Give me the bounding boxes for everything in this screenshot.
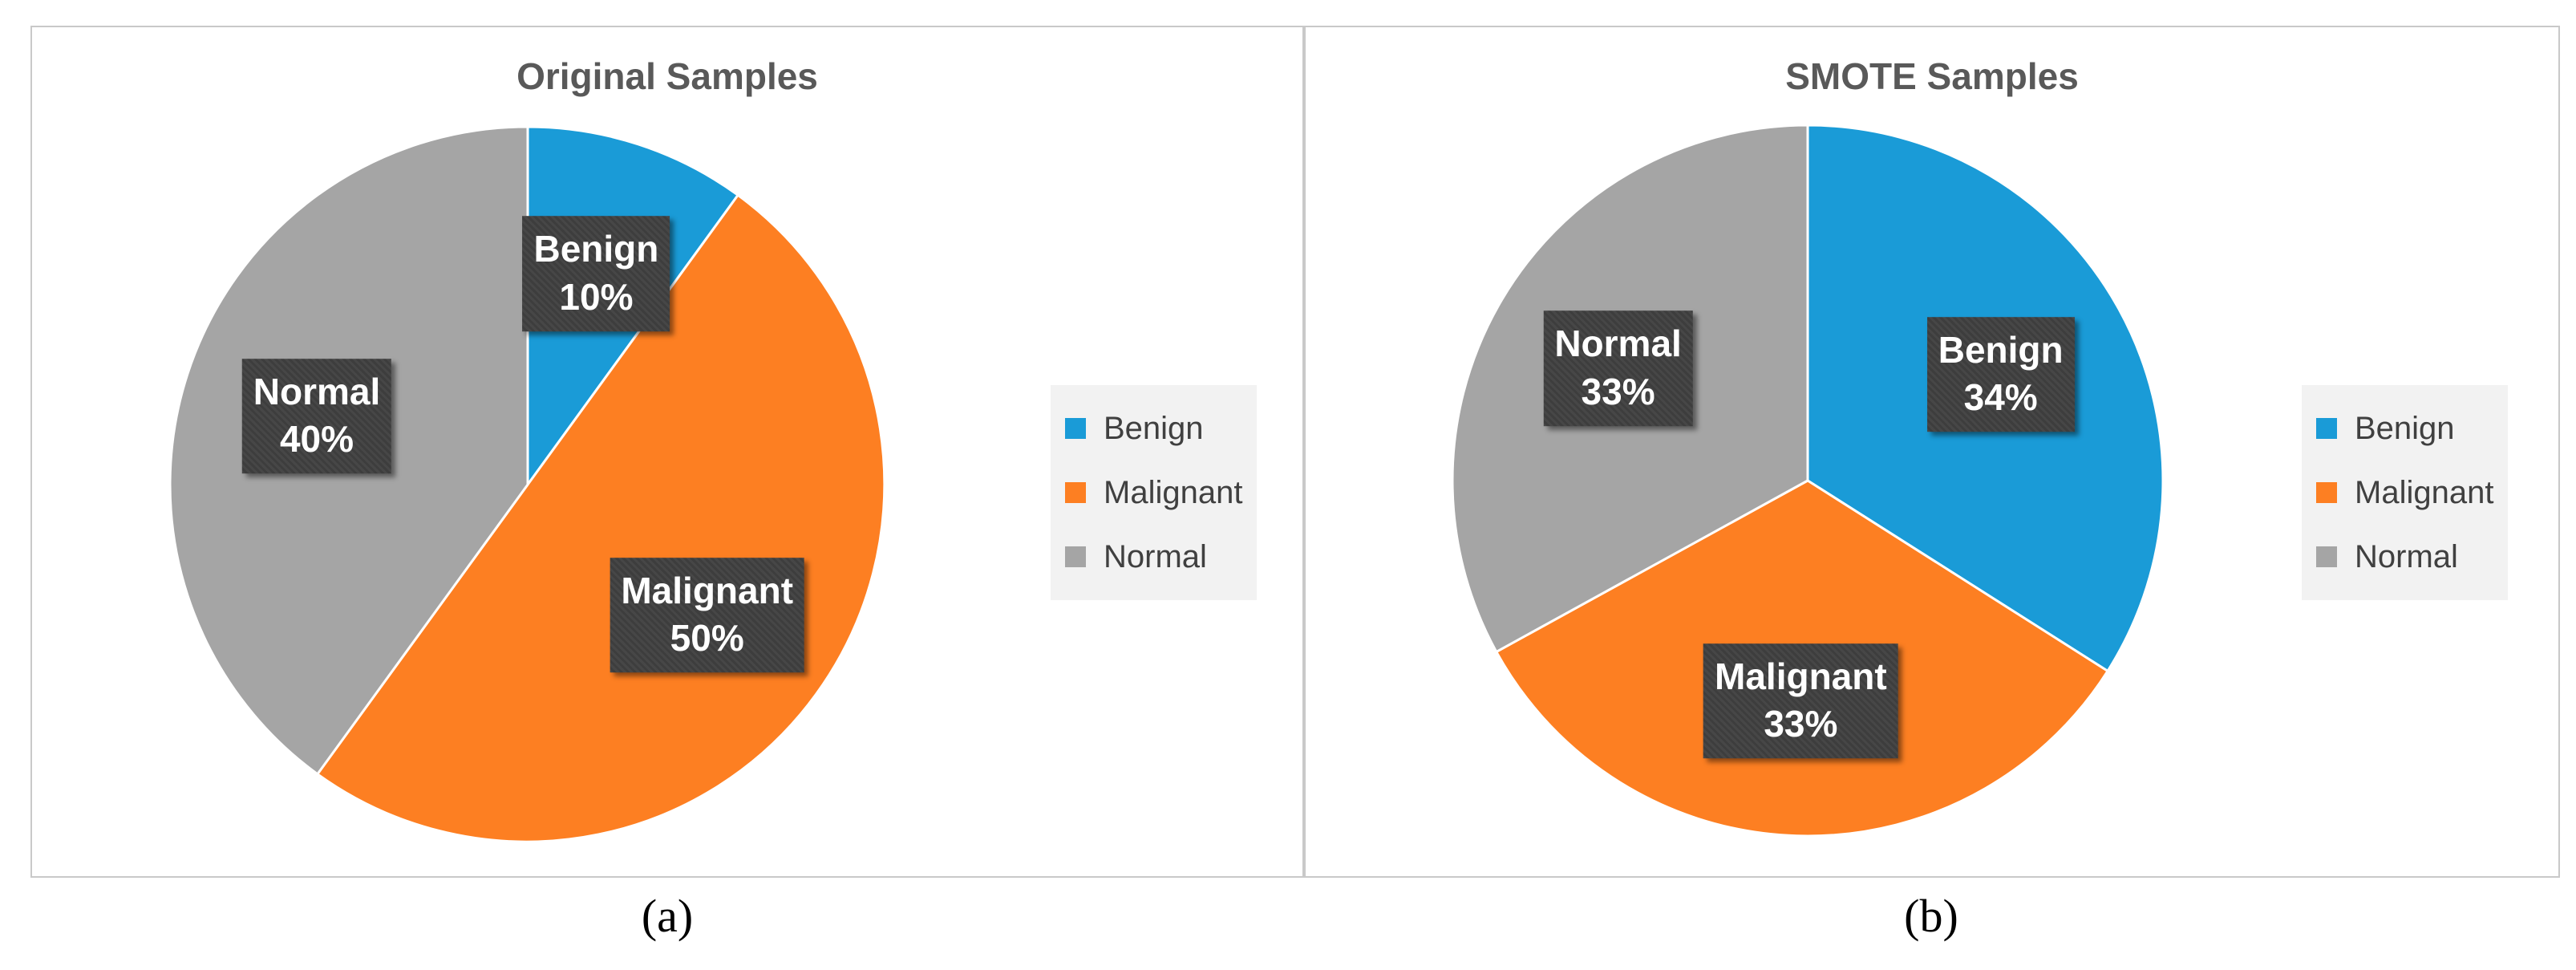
chart-legend: Benign Malignant Normal <box>2302 385 2509 600</box>
chart-legend: Benign Malignant Normal <box>1051 385 1258 600</box>
figure-caption-b: (b) <box>1904 890 1958 942</box>
data-label-value: 10% <box>559 276 634 318</box>
chart-panel-smote: SMOTE Samples Benign 34% Malignant 33% N… <box>1304 26 2560 878</box>
chart-panel-original: Original Samples Benign 10% Malignant 50… <box>30 26 1304 878</box>
figure-caption-a: (a) <box>641 890 694 942</box>
data-label-normal: Normal 33% <box>1543 310 1693 426</box>
legend-label: Normal <box>1104 538 1207 574</box>
data-label-malignant: Malignant 33% <box>1703 643 1898 759</box>
legend-label: Malignant <box>2355 474 2494 510</box>
legend-swatch-benign <box>1065 418 1086 439</box>
data-label-category: Normal <box>1554 323 1682 365</box>
data-label-category: Benign <box>1938 328 2064 371</box>
data-label-category: Benign <box>533 228 659 270</box>
legend-label: Benign <box>1104 410 1204 446</box>
data-label-malignant: Malignant 50% <box>610 557 805 673</box>
data-label-benign: Benign 34% <box>1926 316 2075 432</box>
legend-swatch-normal <box>1065 546 1086 567</box>
data-label-value: 33% <box>1581 371 1655 413</box>
legend-item-benign: Benign <box>2316 396 2493 461</box>
legend-swatch-malignant <box>2316 482 2337 503</box>
legend-swatch-normal <box>2316 546 2337 567</box>
legend-item-benign: Benign <box>1065 396 1242 461</box>
data-label-value: 40% <box>279 418 354 461</box>
data-label-value: 34% <box>1963 376 2038 419</box>
data-label-category: Malignant <box>1715 655 1887 697</box>
data-label-benign: Benign 10% <box>522 216 670 331</box>
legend-label: Normal <box>2355 538 2458 574</box>
legend-label: Malignant <box>1104 474 1243 510</box>
legend-item-malignant: Malignant <box>1065 461 1242 525</box>
data-label-category: Malignant <box>621 569 794 611</box>
chart-title: SMOTE Samples <box>1785 55 2079 97</box>
legend-swatch-malignant <box>1065 482 1086 503</box>
data-label-value: 50% <box>670 617 744 660</box>
data-label-normal: Normal 40% <box>241 358 392 474</box>
legend-item-normal: Normal <box>2316 525 2493 589</box>
legend-label: Benign <box>2355 410 2455 446</box>
legend-item-normal: Normal <box>1065 525 1242 589</box>
legend-swatch-benign <box>2316 418 2337 439</box>
chart-title: Original Samples <box>516 55 818 97</box>
data-label-category: Normal <box>253 370 381 412</box>
data-label-value: 33% <box>1764 703 1838 745</box>
pie-slice-malignant <box>315 193 886 843</box>
legend-item-malignant: Malignant <box>2316 461 2493 525</box>
